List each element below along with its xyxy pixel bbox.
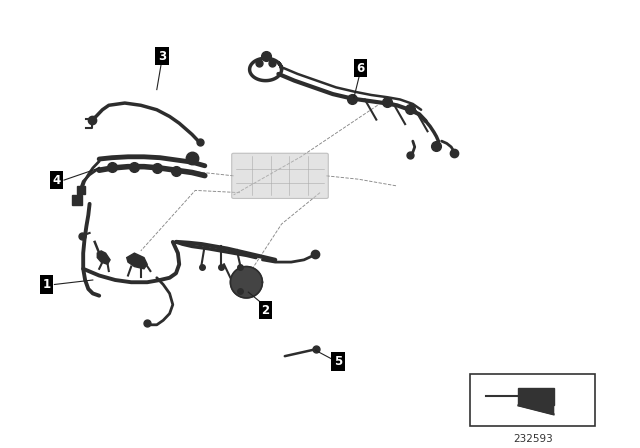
Polygon shape [518,405,554,414]
Text: 6: 6 [356,61,364,75]
Bar [518,388,554,405]
Text: 4: 4 [52,173,60,187]
FancyBboxPatch shape [232,153,328,198]
Text: 1: 1 [43,278,51,291]
Text: 2: 2 [262,303,269,317]
Text: 3: 3 [158,49,166,63]
Polygon shape [97,251,110,264]
Polygon shape [127,253,147,269]
Bar [470,374,595,426]
Polygon shape [230,267,262,298]
Text: 5: 5 [334,355,342,368]
Text: 232593: 232593 [513,434,553,444]
